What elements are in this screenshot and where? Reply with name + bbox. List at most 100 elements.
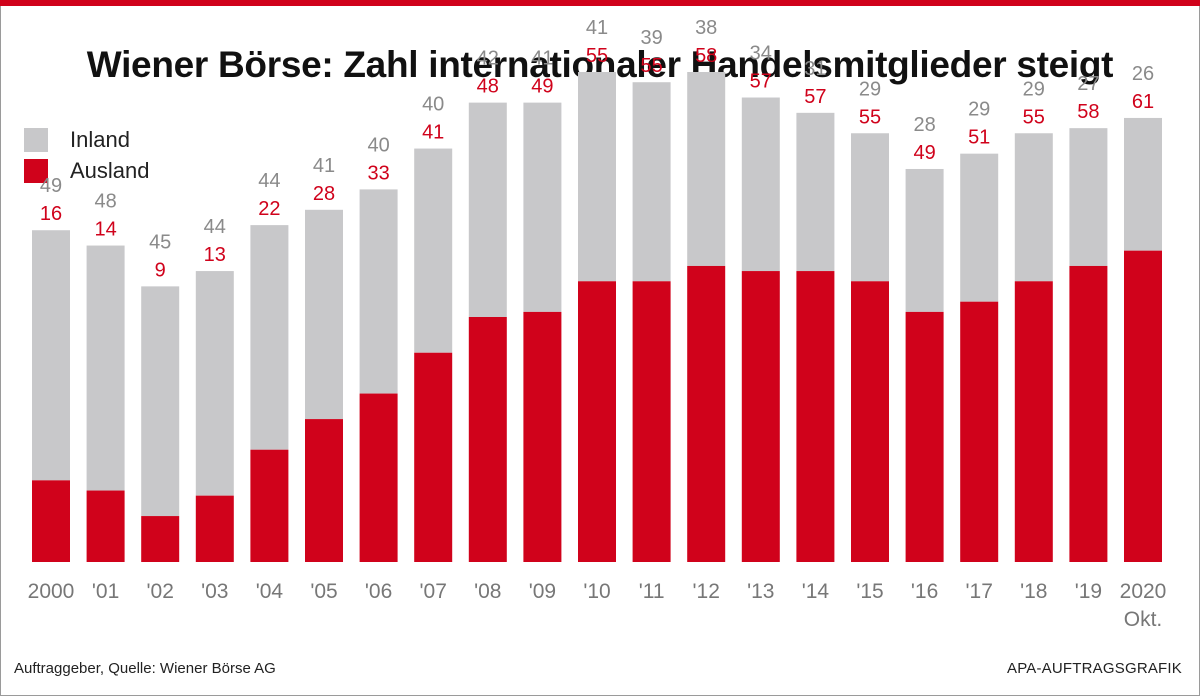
bar-ausland	[305, 419, 343, 562]
x-tick-label: '01	[92, 580, 119, 603]
x-tick-label: '06	[365, 580, 392, 603]
data-label-inland: 48	[94, 191, 116, 213]
bar-ausland	[523, 311, 562, 562]
bar-ausland	[741, 271, 780, 562]
bar-inland	[960, 153, 999, 302]
x-tick-label: '18	[1020, 580, 1047, 603]
x-tick-label: '19	[1075, 580, 1102, 603]
data-label-inland: 45	[149, 231, 171, 253]
bar-inland	[523, 102, 562, 312]
bar-inland	[1014, 133, 1053, 282]
x-tick-label: '10	[583, 580, 610, 603]
data-label-ausland: 55	[640, 55, 662, 77]
bar-ausland	[195, 495, 234, 562]
x-tick-label: '13	[747, 580, 774, 603]
bar-ausland	[1124, 250, 1162, 563]
bar-inland	[32, 230, 70, 481]
bar-inland	[578, 72, 616, 282]
data-label-inland: 41	[313, 155, 335, 177]
x-tick-label: '14	[802, 580, 830, 603]
bar-ausland	[632, 281, 671, 562]
legend-label-inland: Inland	[70, 127, 130, 152]
data-label-inland: 29	[1023, 78, 1045, 100]
data-label-ausland: 14	[94, 219, 116, 241]
data-label-inland: 39	[640, 27, 662, 49]
data-label-ausland: 16	[40, 203, 62, 225]
data-label-inland: 29	[968, 99, 990, 121]
data-label-inland: 29	[859, 78, 881, 100]
bar-inland	[468, 102, 507, 317]
graphic-credit: APA-AUFTRAGSGRAFIK	[1006, 660, 1182, 677]
data-label-ausland: 51	[968, 127, 990, 149]
data-label-ausland: 58	[1077, 101, 1099, 123]
bar-inland	[905, 168, 944, 312]
x-tick-label: '12	[693, 580, 720, 603]
bar-ausland	[86, 490, 125, 562]
x-tick-label: '08	[474, 580, 501, 603]
x-tick-label: '09	[529, 580, 556, 603]
x-tick-label: '16	[911, 580, 938, 603]
x-tick-label: '07	[420, 580, 447, 603]
data-label-inland: 27	[1077, 73, 1099, 95]
data-label-ausland: 55	[859, 106, 881, 128]
frame-left-border	[0, 6, 1, 696]
x-tick-label: '02	[147, 580, 174, 603]
bar-inland	[741, 97, 780, 272]
bar-inland	[86, 245, 125, 491]
bar-ausland	[851, 281, 889, 562]
source-note: Auftraggeber, Quelle: Wiener Börse AG	[14, 660, 276, 677]
data-label-inland: 40	[422, 94, 444, 116]
data-label-ausland: 55	[586, 45, 608, 67]
bar-ausland	[141, 516, 180, 562]
data-label-ausland: 49	[531, 76, 553, 98]
bar-ausland	[1069, 265, 1108, 562]
data-label-inland: 44	[204, 216, 226, 238]
x-tick-label: 2000	[28, 580, 75, 603]
x-tick-label: '15	[856, 580, 883, 603]
data-label-inland: 28	[913, 114, 935, 136]
bar-ausland	[250, 449, 289, 562]
data-label-ausland: 55	[1023, 106, 1045, 128]
data-label-ausland: 41	[422, 122, 444, 144]
bar-inland	[1069, 128, 1108, 266]
bar-inland	[687, 72, 726, 266]
bar-inland	[1124, 117, 1162, 251]
bar-ausland	[1014, 281, 1053, 562]
legend-label-ausland: Ausland	[70, 158, 150, 183]
x-tick-label: '17	[966, 580, 993, 603]
bar-inland	[359, 189, 398, 394]
bar-inland	[414, 148, 453, 353]
data-label-inland: 42	[477, 48, 499, 70]
legend-swatch-ausland	[24, 159, 48, 183]
data-label-inland: 26	[1132, 63, 1154, 85]
bar-ausland	[796, 271, 835, 562]
data-label-ausland: 33	[367, 162, 389, 184]
bar-ausland	[905, 311, 944, 562]
data-label-inland: 40	[367, 134, 389, 156]
bar-inland	[305, 209, 343, 420]
bar-ausland	[359, 393, 398, 562]
bar-inland	[250, 225, 289, 450]
bar-ausland	[32, 480, 70, 562]
bar-ausland	[687, 265, 726, 562]
x-tick-label: '04	[256, 580, 284, 603]
x-tick-label: '03	[201, 580, 228, 603]
data-label-ausland: 13	[204, 244, 226, 266]
bar-ausland	[960, 301, 999, 562]
bar-inland	[141, 286, 180, 517]
x-tick-label: '11	[639, 580, 665, 603]
data-label-ausland: 48	[477, 76, 499, 98]
data-label-ausland: 57	[750, 71, 772, 93]
data-label-inland: 49	[40, 175, 62, 197]
legend-item-inland: Inland	[24, 127, 130, 153]
x-tick-label: '05	[310, 580, 337, 603]
bar-ausland	[468, 317, 507, 562]
bar-ausland	[414, 352, 453, 562]
data-label-ausland: 22	[258, 198, 280, 220]
data-label-inland: 41	[586, 17, 608, 39]
bar-inland	[632, 82, 671, 282]
data-label-inland: 31	[804, 58, 826, 80]
data-label-inland: 34	[750, 43, 772, 65]
data-label-inland: 41	[531, 48, 553, 70]
